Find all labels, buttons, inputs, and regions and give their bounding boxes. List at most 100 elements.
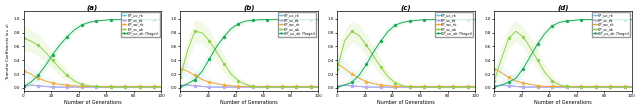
KP_uc_rk [548,86,556,88]
Line: KP_wc_rk: KP_wc_rk [492,66,634,89]
KP_wc_rk [628,86,636,87]
KP_uc_rk [370,86,378,88]
KP_sc_rk [136,86,143,88]
KP_wc_rk [278,86,286,87]
KP_uc_ak (Target) [614,19,621,20]
KP_sc_rk [264,86,271,88]
Line: KP_sc_rk: KP_sc_rk [335,83,477,89]
KP_uc_rk [471,86,479,88]
KP_wc_rk [136,86,143,87]
KP_uc_ak (Target) [220,36,228,37]
KP_sc_rk [107,86,115,88]
KP_wc_rk [614,86,621,87]
KP_sc_rk [85,86,93,88]
KP_uc_rk [213,86,221,88]
KP_uc_ak (Target) [498,84,506,86]
KP_wc_rk [498,72,506,73]
KP_sc_ak [377,66,385,68]
KP_uc_ak (Target) [292,19,300,20]
KP_uc_ak (Target) [490,86,498,88]
KP_uc_ak (Target) [227,28,235,29]
KP_uc_ak (Target) [264,19,271,20]
KP_uc_rk [257,86,264,88]
KP_uc_rk [399,86,406,88]
KP_uc_rk [428,86,435,88]
KP_sc_ak [150,86,158,88]
KP_uc_ak (Target) [449,19,457,20]
KP_sc_ak [541,72,548,73]
KP_uc_ak (Target) [20,86,28,87]
KP_wc_rk [556,86,563,87]
KP_sc_ak [563,86,570,87]
KP_uc_ak (Target) [420,19,428,20]
KP_sc_rk [27,84,35,86]
X-axis label: Number of Generations: Number of Generations [534,100,592,105]
KP_uc_rk [392,86,399,88]
KP_uc_rk [307,86,315,88]
KP_sc_rk [307,86,315,88]
KP_sc_ak [257,86,264,88]
KP_wc_rk [20,70,28,71]
KP_uc_ak (Target) [63,36,71,37]
KP_uc_ak (Target) [77,25,85,26]
KP_sc_rk [399,86,406,88]
KP_uc_rk [85,86,93,88]
KP_uc_ak (Target) [198,71,206,72]
Line: KP_uc_rk: KP_uc_rk [22,83,163,89]
KP_uc_ak (Target) [205,58,213,60]
KP_uc_rk [220,86,228,88]
KP_wc_rk [348,73,356,75]
KP_sc_rk [340,84,348,86]
KP_wc_rk [442,86,450,87]
KP_uc_ak (Target) [278,19,286,20]
KP_sc_ak [464,86,472,88]
KP_sc_rk [77,86,85,88]
KP_sc_ak [384,76,392,77]
KP_wc_rk [471,86,479,87]
KP_uc_ak (Target) [70,29,78,31]
KP_uc_rk [449,86,457,88]
KP_wc_rk [271,86,278,87]
KP_sc_ak [242,84,250,85]
KP_wc_rk [449,86,457,87]
KP_uc_rk [70,86,78,88]
KP_sc_ak [285,86,293,88]
KP_sc_rk [177,86,184,87]
KP_uc_rk [498,84,506,86]
KP_sc_rk [70,86,78,88]
KP_sc_ak [184,49,191,51]
KP_uc_rk [242,86,250,88]
KP_wc_rk [592,86,600,87]
KP_wc_rk [34,77,42,79]
KP_sc_rk [227,86,235,88]
KP_wc_rk [198,79,206,80]
KP_sc_ak [527,47,534,49]
KP_sc_rk [92,86,100,88]
KP_sc_ak [498,58,506,60]
KP_sc_rk [198,86,206,87]
KP_uc_rk [384,86,392,88]
KP_uc_ak (Target) [599,19,607,20]
KP_uc_rk [314,86,322,88]
KP_uc_ak (Target) [235,23,243,24]
KP_wc_rk [584,86,592,87]
KP_wc_rk [220,84,228,86]
KP_uc_ak (Target) [520,68,527,69]
KP_wc_rk [213,83,221,84]
KP_sc_rk [577,86,585,88]
KP_uc_ak (Target) [377,40,385,42]
KP_sc_ak [362,44,370,46]
KP_sc_ak [227,73,235,75]
KP_wc_rk [457,86,465,87]
KP_sc_rk [63,86,71,88]
KP_sc_rk [435,86,443,88]
KP_sc_ak [92,86,100,87]
KP_uc_ak (Target) [27,82,35,83]
KP_wc_rk [99,86,107,87]
KP_uc_rk [49,86,56,88]
KP_wc_rk [362,81,370,82]
KP_sc_rk [333,86,341,87]
KP_uc_rk [300,86,308,88]
KP_sc_ak [406,86,413,88]
KP_sc_ak [220,63,228,64]
